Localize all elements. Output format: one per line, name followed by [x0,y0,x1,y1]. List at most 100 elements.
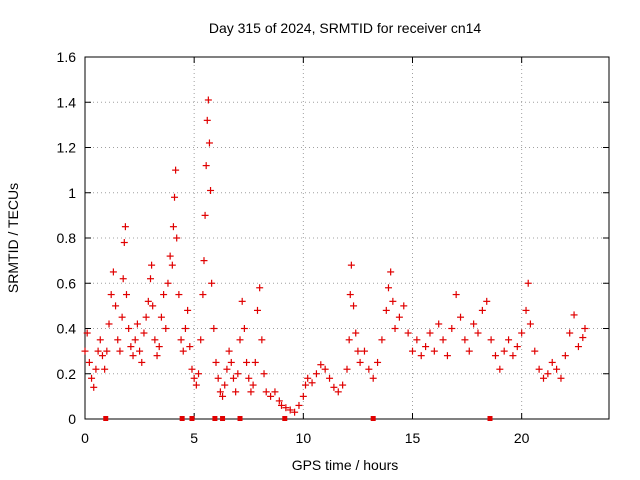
y-tick-label: 1.2 [57,140,77,156]
data-point [395,313,403,321]
data-point [225,347,233,355]
data-point [548,358,556,366]
data-point [439,336,447,344]
data-point [214,374,222,382]
data-point [207,186,215,194]
data-point [197,336,205,344]
data-point [535,365,543,373]
data-point [192,381,200,389]
y-axis-label: SRMTID / TECUs [5,183,21,293]
data-point [474,329,482,337]
y-tick-label: 1 [68,185,76,201]
data-point [491,352,499,360]
plot-area-frame [84,56,610,420]
data-point [140,329,148,337]
data-point [253,306,261,314]
data-point [210,325,218,332]
data-point [181,325,189,332]
bottom-marker [179,416,185,421]
data-point [262,388,270,396]
data-point [271,388,279,396]
bottom-marker [487,416,493,421]
data-point [400,302,408,310]
data-point [317,361,325,369]
data-point [121,223,129,231]
data-point [278,401,285,409]
data-point [426,329,434,337]
x-tick-label: 10 [296,430,312,446]
data-point [243,358,251,366]
data-point [199,291,207,299]
y-tick-label: 1.6 [57,49,77,65]
data-point [360,347,368,355]
data-point [302,381,310,389]
data-point [101,365,109,373]
data-point [203,116,211,124]
data-point [404,329,412,337]
data-point [83,329,91,337]
data-point [200,257,208,265]
data-point [478,306,486,314]
data-point [579,334,587,342]
data-point [422,343,430,351]
data-point [120,239,128,247]
data-point [127,343,135,351]
data-point [142,313,150,321]
data-point [487,336,495,344]
data-point [457,313,465,321]
data-point [509,352,517,360]
bottom-marker [237,416,243,421]
data-point [291,408,299,416]
data-point [238,297,246,305]
data-point [186,343,194,351]
data-point [136,347,144,355]
data-point [164,279,172,287]
data-point [356,358,364,366]
bottom-marker [282,416,288,421]
y-tick-label: 0 [68,411,76,427]
data-point [251,358,259,366]
data-point [526,320,534,328]
data-point [409,347,416,355]
chart-title: Day 315 of 2024, SRMTID for receiver cn1… [209,20,482,36]
bottom-marker [103,416,109,421]
data-point [195,370,203,378]
data-point [540,374,547,382]
y-tick-label: 0.8 [57,230,77,246]
data-point [330,383,338,391]
data-point [365,365,373,373]
data-point [531,347,539,355]
data-point [570,311,578,319]
data-point [190,374,198,382]
data-point [144,297,152,305]
data-point [149,302,157,310]
data-point [223,365,231,373]
data-point [160,291,168,299]
data-point [256,284,264,292]
data-point [201,211,209,219]
bottom-marker [370,416,376,421]
bottom-marker [220,416,226,421]
data-point [119,275,127,283]
data-point [299,392,307,400]
axis-ticks: 0 0.2 0.4 0.6 0.8 1 1.2 1.4 1.6 0 5 10 15 20 [57,49,609,446]
data-point [345,336,353,344]
bottom-marker [212,416,218,421]
data-point [168,261,176,269]
data-point [384,284,392,292]
grid-lines [85,57,609,419]
data-point [581,325,589,332]
data-point [172,166,180,174]
data-point [382,306,390,314]
data-point [212,358,220,366]
data-point [452,291,460,299]
data-point [275,397,283,405]
data-point [202,162,210,170]
data-point [107,291,115,299]
data-point [295,401,303,409]
data-point [125,325,133,332]
data-point [339,381,347,389]
data-point [204,96,212,104]
data-point [553,365,561,373]
data-point [166,252,174,260]
